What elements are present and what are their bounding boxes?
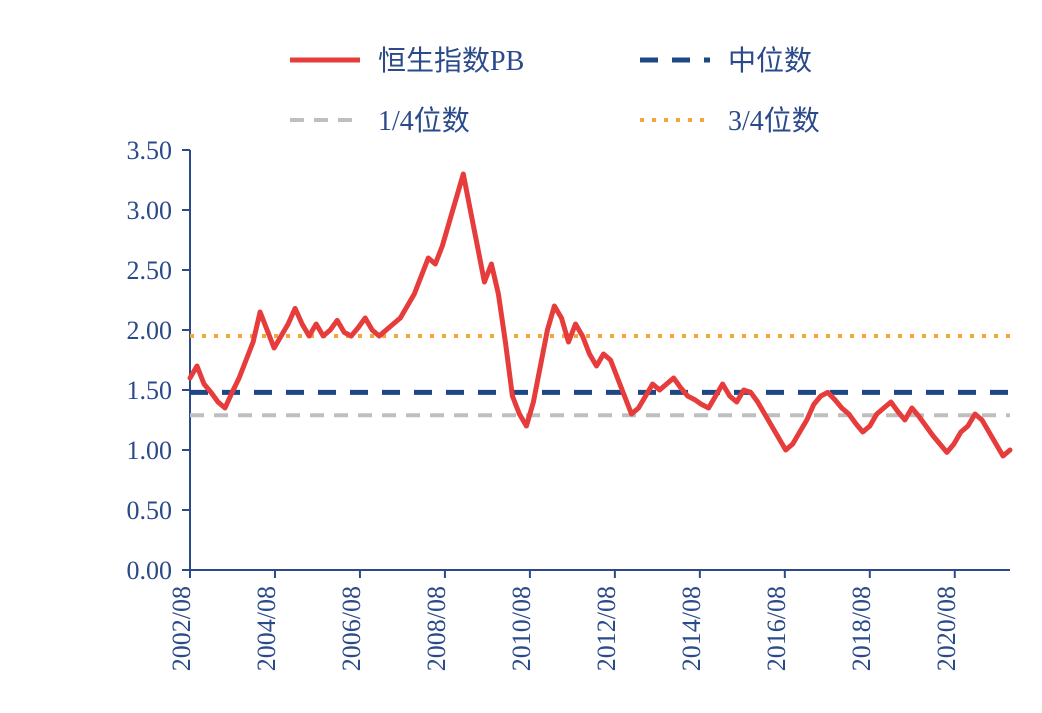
y-tick-label: 1.00 [127,436,173,465]
x-tick-label: 2006/08 [337,586,366,671]
y-tick-label: 1.50 [127,376,173,405]
y-tick-label: 0.50 [127,496,173,525]
x-tick-label: 2010/08 [507,586,536,671]
x-tick-label: 2020/08 [932,586,961,671]
legend-label-q1: 1/4位数 [378,105,470,137]
x-tick-label: 2016/08 [762,586,791,671]
y-tick-label: 2.50 [127,256,173,285]
line-chart: 0.00 0.50 1.00 1.50 2.00 2.50 3.00 3.50 2002/08 2… [0,0,1042,713]
x-tick-label: 2014/08 [677,586,706,671]
x-tick-label: 2002/08 [167,586,196,671]
y-tick-label: 3.00 [127,196,173,225]
y-tick-label: 2.00 [127,316,173,345]
x-tick-label: 2012/08 [592,586,621,671]
legend-label-median: 中位数 [728,45,812,77]
x-tick-label: 2008/08 [422,586,451,671]
x-tick-label: 2004/08 [252,586,281,671]
y-tick-label: 0.00 [127,556,173,585]
legend-label-pb: 恒生指数PB [378,45,524,77]
legend-label-q3: 3/4位数 [728,105,820,137]
y-tick-label: 3.50 [127,136,173,165]
x-tick-label: 2018/08 [847,586,876,671]
